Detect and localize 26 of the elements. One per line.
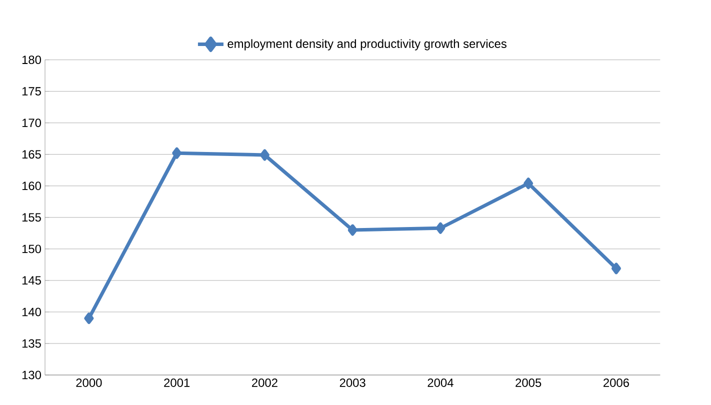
point	[84, 312, 94, 324]
point	[611, 262, 621, 274]
y-tick-label: 140	[22, 308, 42, 316]
y-tick-label: 150	[22, 244, 42, 254]
point	[172, 147, 182, 159]
x-tick-label: 2006	[604, 378, 629, 387]
y-tick-label: 160	[22, 182, 42, 190]
y-tick-label: 135	[22, 339, 41, 348]
y-tick-label: 175	[22, 87, 41, 96]
legend-label: employment density and productivity growth services	[228, 39, 506, 50]
point	[260, 149, 270, 161]
point	[348, 224, 358, 236]
y-tick-label: 145	[22, 276, 41, 285]
x-tick-label: 2000	[76, 378, 102, 387]
y-tick-label: 180	[22, 56, 42, 64]
point	[436, 222, 446, 234]
x-tick-label: 2002	[252, 378, 278, 387]
x-tick-label: 2001	[164, 378, 190, 387]
y-tick-label: 170	[22, 118, 42, 128]
point	[524, 178, 534, 190]
x-tick-label: 2004	[428, 378, 454, 387]
y-tick-label: 155	[22, 213, 41, 222]
y-tick-label: 165	[22, 150, 41, 159]
x-tick-label: 2005	[516, 378, 542, 387]
x-tick-label: 2003	[340, 378, 366, 387]
y-tick-label: 130	[22, 370, 42, 380]
